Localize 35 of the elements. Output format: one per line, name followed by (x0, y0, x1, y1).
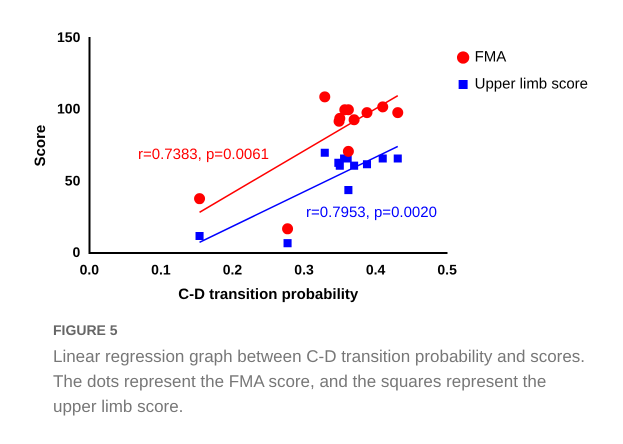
point (194, 193, 206, 204)
point (282, 223, 294, 234)
x-axis-title: C-D transition probability (178, 286, 359, 304)
point (319, 91, 330, 102)
y-tick-label: 0 (72, 244, 81, 260)
y-tick-label: 50 (64, 172, 81, 188)
point (392, 107, 404, 118)
point (350, 162, 358, 170)
point (348, 114, 360, 126)
point (378, 154, 387, 163)
point (377, 101, 388, 112)
caption: FIGURE 5 (53, 322, 119, 338)
x-tick-label: 0.1 (151, 261, 171, 278)
point (394, 154, 402, 163)
x-tick-label: 0.5 (437, 261, 458, 278)
y-tick-label: 100 (57, 100, 81, 117)
point (284, 239, 292, 248)
point (196, 232, 204, 240)
x-tick-label: 0.2 (222, 261, 242, 278)
point (320, 148, 329, 157)
point (344, 186, 352, 194)
point (342, 146, 354, 157)
y-axis-title: Score (32, 124, 50, 166)
point (361, 107, 372, 118)
x-tick-label: 0.3 (294, 261, 314, 278)
legend-label: FMA (474, 48, 506, 66)
x-tick-label: 0.4 (366, 261, 386, 278)
point (336, 162, 344, 170)
y-tick-label: 150 (57, 28, 81, 45)
annotation: r=0.7953, p=0.0020 (306, 204, 437, 221)
point (362, 160, 372, 168)
text: Linear regression graph between C-D transition probability and scores. The dots represent the FMA score, and the squares represent the upper limb score. (53, 346, 586, 418)
legend-label: Upper limb score (474, 76, 588, 93)
annotation: r=0.7383, p=0.0061 (138, 146, 269, 163)
x-tick-label: 0.0 (80, 261, 100, 278)
